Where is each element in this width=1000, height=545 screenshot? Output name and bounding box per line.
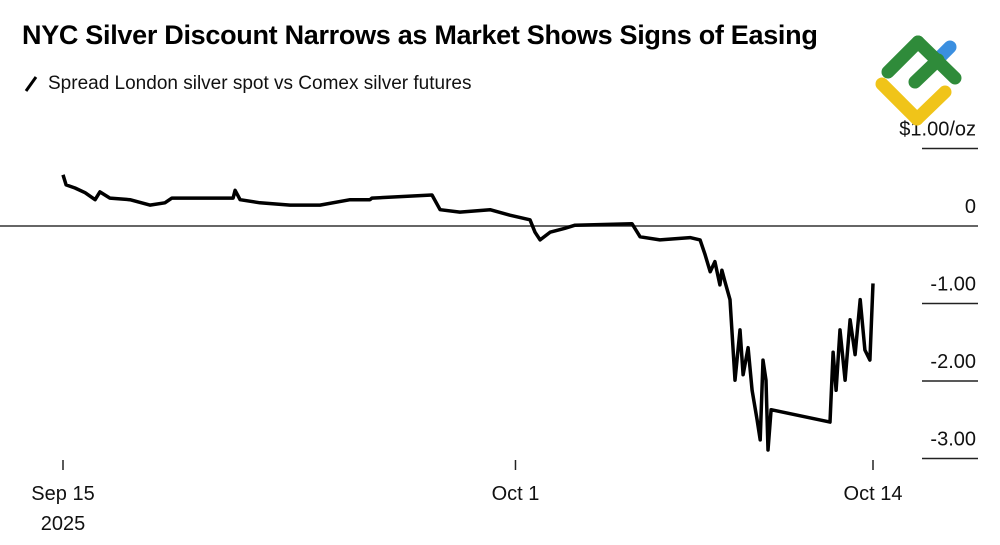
y-tick-label: -3.00	[930, 429, 976, 451]
y-tick-label: 0	[965, 196, 976, 218]
y-tick-label: -2.00	[930, 351, 976, 373]
series-line-spread	[61, 174, 875, 452]
legend: Spread London silver spot vs Comex silve…	[24, 73, 471, 95]
y-tick-label: $1.00/oz	[899, 119, 976, 141]
legend-label: Spread London silver spot vs Comex silve…	[48, 73, 472, 94]
chart-title: NYC Silver Discount Narrows as Market Sh…	[22, 20, 818, 50]
y-tick-label: -1.00	[930, 274, 976, 296]
x-tick-label: Oct 1	[492, 483, 540, 505]
legend-line-icon	[24, 76, 38, 92]
x-tick-label: Sep 15	[31, 483, 94, 505]
x-tick-label: Oct 14	[844, 483, 903, 505]
x-tick-sublabel: 2025	[41, 513, 86, 535]
